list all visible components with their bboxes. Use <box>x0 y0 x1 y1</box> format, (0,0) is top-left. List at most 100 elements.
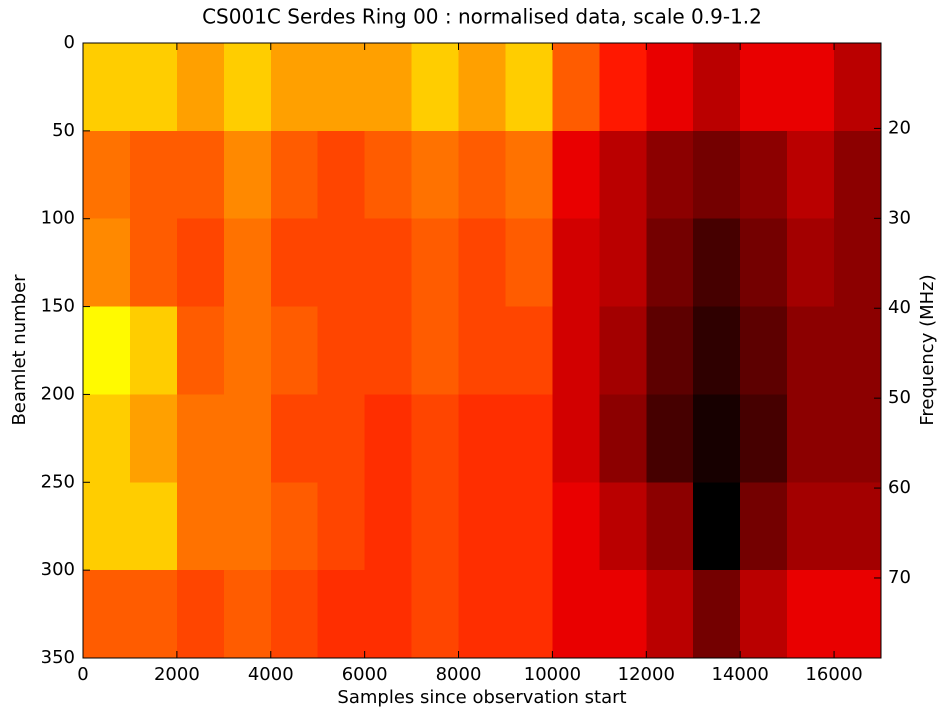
y2-tick-label: 70 <box>888 567 911 588</box>
y-tick-label: 350 <box>41 647 75 668</box>
heatmap-cell <box>834 218 881 307</box>
heatmap-cell <box>223 482 271 571</box>
heatmap-cell <box>270 482 318 571</box>
heatmap-cell <box>505 482 553 571</box>
heatmap-cell <box>364 306 412 395</box>
heatmap-cell <box>599 394 647 483</box>
heatmap-cell <box>787 482 835 571</box>
heatmap-cell <box>458 218 506 307</box>
x-tick-label: 6000 <box>342 664 388 685</box>
x-tick-label: 16000 <box>805 664 862 685</box>
heatmap-cell <box>176 394 224 483</box>
heatmap-cell <box>693 394 741 483</box>
heatmap-cell <box>270 218 318 307</box>
heatmap-cell <box>223 218 271 307</box>
heatmap-cell <box>129 43 177 131</box>
heatmap-cell <box>740 394 788 483</box>
heatmap-cell <box>317 218 365 307</box>
heatmap-cell <box>834 570 881 658</box>
heatmap-cell <box>364 394 412 483</box>
heatmap-cell <box>834 394 881 483</box>
heatmap-cell <box>505 130 553 219</box>
heatmap-cell <box>552 306 600 395</box>
heatmap-cell <box>317 130 365 219</box>
heatmap-cell <box>458 306 506 395</box>
heatmap-cell <box>411 570 459 658</box>
y-tick-label: 50 <box>52 120 75 141</box>
heatmap-cell <box>458 394 506 483</box>
heatmap-cell <box>552 130 600 219</box>
heatmap-cell <box>411 218 459 307</box>
heatmap-cell <box>176 43 224 131</box>
y-tick-label: 250 <box>41 471 75 492</box>
heatmap-cell <box>129 394 177 483</box>
heatmap-cell <box>505 218 553 307</box>
heatmap-cell <box>270 130 318 219</box>
heatmap-cell <box>693 570 741 658</box>
x-tick-label: 12000 <box>618 664 675 685</box>
heatmap-cell <box>646 218 694 307</box>
heatmap-cell <box>787 218 835 307</box>
heatmap-cell <box>270 570 318 658</box>
y2-axis-label: Frequency (MHz) <box>917 274 938 425</box>
heatmap-cell <box>83 43 130 131</box>
x-tick-label: 14000 <box>712 664 769 685</box>
heatmap-cell <box>176 570 224 658</box>
heatmap-cell <box>458 130 506 219</box>
heatmap-cell <box>223 43 271 131</box>
heatmap-cell <box>176 218 224 307</box>
heatmap-cell <box>270 306 318 395</box>
heatmap-cell <box>176 482 224 571</box>
heatmap-cell <box>599 218 647 307</box>
heatmap-cell <box>693 43 741 131</box>
heatmap-cell <box>364 43 412 131</box>
heatmap-cell <box>129 218 177 307</box>
heatmap-cell <box>83 394 130 483</box>
y-tick-label: 200 <box>41 383 75 404</box>
heatmap-cell <box>552 43 600 131</box>
heatmap-cell <box>599 482 647 571</box>
heatmap-cell <box>787 306 835 395</box>
heatmap-cell <box>646 306 694 395</box>
heatmap-cell <box>693 130 741 219</box>
heatmap-cell <box>411 306 459 395</box>
heatmap-cell <box>787 570 835 658</box>
x-tick-label: 10000 <box>524 664 581 685</box>
y-tick-label: 150 <box>41 296 75 317</box>
heatmap-cell <box>787 394 835 483</box>
heatmap-cell <box>129 482 177 571</box>
heatmap-cell <box>176 130 224 219</box>
heatmap-cell <box>364 218 412 307</box>
heatmap-cell <box>505 306 553 395</box>
heatmap-cell <box>834 130 881 219</box>
heatmap-cell <box>317 43 365 131</box>
heatmap-cell <box>552 482 600 571</box>
heatmap-cell <box>411 130 459 219</box>
heatmap-cell <box>83 130 130 219</box>
heatmap-cell <box>552 394 600 483</box>
heatmap-cell <box>599 130 647 219</box>
heatmap-cell <box>834 482 881 571</box>
heatmap-cell <box>411 394 459 483</box>
y-tick-label: 100 <box>41 208 75 229</box>
heatmap-cell <box>223 306 271 395</box>
y2-tick-label: 40 <box>888 297 911 318</box>
heatmap-cell <box>364 130 412 219</box>
heatmap-cell <box>646 394 694 483</box>
x-tick-label: 0 <box>77 664 88 685</box>
heatmap-cell <box>599 43 647 131</box>
heatmap-cell <box>740 43 788 131</box>
heatmap-cell <box>83 570 130 658</box>
heatmap-cell <box>270 394 318 483</box>
heatmap-cell <box>223 394 271 483</box>
heatmap-cell <box>83 218 130 307</box>
heatmap-cell <box>740 482 788 571</box>
heatmap-cell <box>505 43 553 131</box>
heatmap-cell <box>599 570 647 658</box>
heatmap-cell <box>740 130 788 219</box>
heatmap-cell <box>505 570 553 658</box>
heatmap-cell <box>270 43 318 131</box>
heatmap-cell <box>834 306 881 395</box>
y-axis-label: Beamlet number <box>9 274 30 426</box>
x-tick-label: 4000 <box>248 664 294 685</box>
